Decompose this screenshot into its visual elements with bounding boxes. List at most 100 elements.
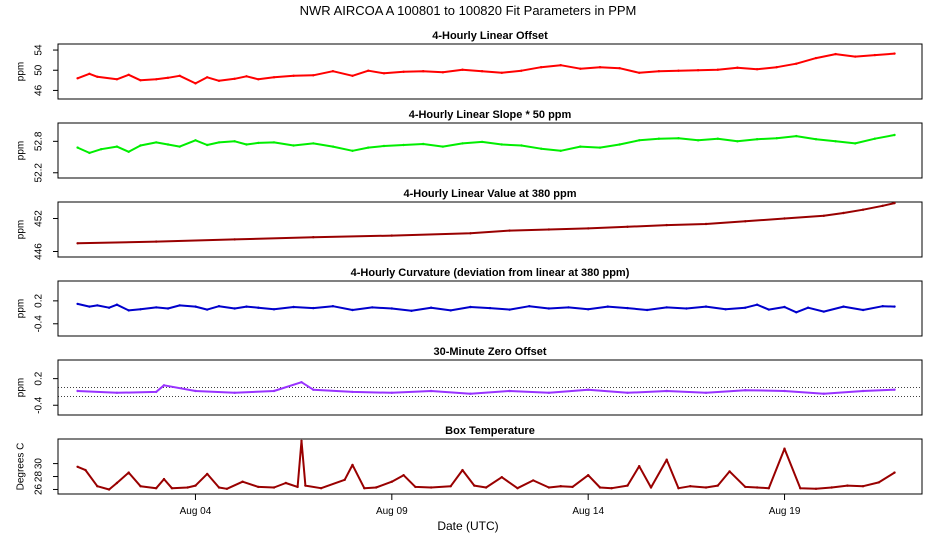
data-point bbox=[854, 142, 857, 145]
data-point bbox=[166, 307, 170, 310]
data-point bbox=[716, 137, 719, 140]
figure-title: NWR AIRCOA A 100801 to 100820 Fit Parame… bbox=[300, 3, 637, 18]
x-tick-label: Aug 19 bbox=[769, 506, 801, 517]
data-point bbox=[559, 485, 562, 488]
data-point bbox=[547, 228, 551, 231]
data-point bbox=[842, 211, 845, 215]
data-point bbox=[217, 141, 221, 144]
data-point bbox=[677, 69, 680, 72]
series-line bbox=[77, 302, 895, 314]
data-point bbox=[822, 214, 825, 217]
data-point bbox=[783, 447, 786, 450]
panel-3: 4-Hourly Linear Value at 380 ppm 446 452 pp… bbox=[16, 188, 923, 260]
data-point bbox=[539, 147, 543, 150]
y-tick-label: 28 bbox=[34, 471, 45, 483]
data-point bbox=[225, 487, 229, 490]
data-point bbox=[363, 487, 366, 490]
data-point bbox=[822, 392, 825, 395]
data-point bbox=[783, 389, 786, 393]
data-point bbox=[500, 71, 503, 75]
data-point bbox=[194, 139, 197, 142]
data-point bbox=[587, 308, 590, 311]
y-tick-label: 0.2 bbox=[34, 371, 45, 385]
data-point bbox=[736, 66, 739, 69]
data-point bbox=[665, 389, 668, 393]
data-point bbox=[704, 305, 708, 308]
data-point bbox=[166, 76, 170, 80]
data-point bbox=[206, 308, 209, 311]
data-point bbox=[480, 140, 484, 144]
data-point bbox=[300, 439, 303, 443]
data-point bbox=[351, 74, 354, 78]
data-point bbox=[115, 78, 119, 81]
data-point bbox=[767, 487, 770, 490]
data-point bbox=[657, 137, 661, 140]
panel-title: 4-Hourly Linear Slope * 50 ppm bbox=[409, 109, 572, 121]
data-point bbox=[567, 306, 570, 309]
data-point bbox=[830, 486, 833, 489]
data-point bbox=[382, 144, 386, 148]
data-point bbox=[795, 311, 798, 314]
data-point bbox=[571, 485, 574, 489]
data-point bbox=[508, 389, 511, 393]
data-point bbox=[469, 392, 472, 395]
data-point bbox=[822, 310, 825, 313]
data-point bbox=[217, 486, 221, 489]
y-tick-label: 46 bbox=[34, 84, 45, 96]
data-point bbox=[508, 229, 511, 232]
data-point bbox=[861, 308, 865, 312]
data-point bbox=[296, 485, 299, 489]
data-point bbox=[626, 391, 629, 394]
data-point bbox=[806, 306, 810, 309]
data-point bbox=[312, 306, 315, 310]
data-point bbox=[547, 307, 551, 310]
data-point bbox=[155, 487, 158, 490]
data-point bbox=[272, 486, 276, 489]
data-point bbox=[241, 480, 244, 483]
data-point bbox=[881, 204, 884, 207]
data-point bbox=[799, 487, 802, 490]
data-point bbox=[744, 220, 747, 223]
data-point bbox=[402, 474, 405, 477]
data-point bbox=[233, 391, 236, 394]
data-point bbox=[422, 142, 425, 146]
data-point bbox=[162, 384, 166, 387]
data-point bbox=[893, 471, 896, 474]
data-point bbox=[520, 144, 523, 147]
data-point bbox=[755, 486, 759, 489]
data-point bbox=[351, 463, 354, 467]
data-point bbox=[704, 391, 708, 394]
y-tick-label: 30 bbox=[34, 458, 45, 470]
data-point bbox=[814, 138, 818, 141]
data-point bbox=[194, 82, 197, 85]
panel-5: 30-Minute Zero Offset -0.4 0.2 ppm bbox=[16, 346, 923, 416]
data-point bbox=[881, 305, 884, 308]
data-point bbox=[351, 149, 354, 152]
data-point bbox=[539, 66, 543, 69]
data-point bbox=[257, 306, 260, 309]
data-point bbox=[312, 74, 315, 77]
data-point bbox=[547, 486, 551, 489]
data-point bbox=[649, 486, 653, 489]
data-point bbox=[206, 143, 209, 147]
y-axis-label: ppm bbox=[16, 141, 27, 160]
data-point bbox=[893, 201, 896, 205]
y-axis-label: ppm bbox=[16, 299, 27, 318]
data-point bbox=[893, 305, 896, 308]
data-point bbox=[76, 77, 79, 80]
series-line bbox=[77, 381, 895, 395]
data-point bbox=[488, 306, 492, 310]
data-point bbox=[716, 484, 719, 487]
y-axis-label: ppm bbox=[16, 62, 27, 81]
data-point bbox=[382, 72, 386, 75]
data-point bbox=[500, 143, 503, 146]
data-point bbox=[272, 76, 276, 79]
y-tick-label: 26 bbox=[34, 483, 45, 495]
plot-frame bbox=[57, 280, 923, 337]
data-point bbox=[257, 485, 260, 489]
data-point bbox=[775, 66, 778, 69]
data-point bbox=[484, 486, 488, 489]
data-point bbox=[704, 222, 708, 226]
data-point bbox=[414, 485, 417, 489]
